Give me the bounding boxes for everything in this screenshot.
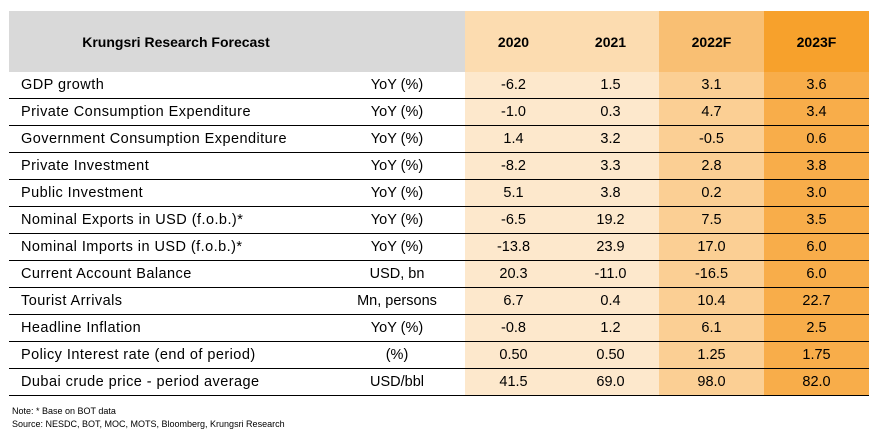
year-header-2021: 2021 bbox=[562, 11, 659, 72]
value-cell-2020: 0.50 bbox=[465, 341, 562, 369]
value-cell-2021: 3.8 bbox=[562, 179, 659, 207]
value-cell-2021: 23.9 bbox=[562, 233, 659, 261]
row-unit: YoY (%) bbox=[343, 314, 465, 342]
value-cell-2021: 3.3 bbox=[562, 152, 659, 180]
table-row: Government Consumption Expenditure YoY (%… bbox=[9, 125, 869, 153]
row-label: Policy Interest rate (end of period) bbox=[9, 341, 343, 369]
source-text: Source: NESDC, BOT, MOC, MOTS, Bloomberg… bbox=[12, 419, 285, 429]
table-row: Private Investment YoY (%) -8.2 3.3 2.8 3.8 bbox=[9, 152, 869, 180]
value-cell-2023f: 3.4 bbox=[764, 98, 869, 126]
value-cell-2022f: -16.5 bbox=[659, 260, 764, 288]
row-unit: YoY (%) bbox=[343, 206, 465, 234]
row-label: Private Consumption Expenditure bbox=[9, 98, 343, 126]
value-cell-2022f: 1.25 bbox=[659, 341, 764, 369]
row-label: Government Consumption Expenditure bbox=[9, 125, 343, 153]
value-cell-2023f: 6.0 bbox=[764, 233, 869, 261]
table-title: Krungsri Research Forecast bbox=[9, 11, 343, 72]
row-unit: YoY (%) bbox=[343, 233, 465, 261]
row-label: Tourist Arrivals bbox=[9, 287, 343, 315]
value-cell-2021: 0.50 bbox=[562, 341, 659, 369]
row-label: Private Investment bbox=[9, 152, 343, 180]
row-label: Public Investment bbox=[9, 179, 343, 207]
value-cell-2021: 1.2 bbox=[562, 314, 659, 342]
note-text: Note: * Base on BOT data bbox=[12, 406, 116, 416]
value-cell-2020: -13.8 bbox=[465, 233, 562, 261]
value-cell-2021: 19.2 bbox=[562, 206, 659, 234]
table-row: Headline Inflation YoY (%) -0.8 1.2 6.1 2.5 bbox=[9, 314, 869, 342]
row-unit: YoY (%) bbox=[343, 125, 465, 153]
value-cell-2021: 1.5 bbox=[562, 72, 659, 99]
row-label: GDP growth bbox=[9, 72, 343, 99]
table-row: Nominal Imports in USD (f.o.b.)* YoY (%) -… bbox=[9, 233, 869, 261]
value-cell-2022f: 2.8 bbox=[659, 152, 764, 180]
table-row: GDP growth YoY (%) -6.2 1.5 3.1 3.6 bbox=[9, 72, 869, 99]
value-cell-2023f: 3.0 bbox=[764, 179, 869, 207]
value-cell-2021: 3.2 bbox=[562, 125, 659, 153]
table-row: Nominal Exports in USD (f.o.b.)* YoY (%) -… bbox=[9, 206, 869, 234]
table-row: Policy Interest rate (end of period) (%) 0… bbox=[9, 341, 869, 369]
value-cell-2021: 0.4 bbox=[562, 287, 659, 315]
table-row: Dubai crude price - period average USD/bb… bbox=[9, 368, 869, 396]
row-label: Current Account Balance bbox=[9, 260, 343, 288]
value-cell-2022f: 17.0 bbox=[659, 233, 764, 261]
unit-header bbox=[343, 11, 465, 72]
value-cell-2023f: 82.0 bbox=[764, 368, 869, 396]
value-cell-2022f: 98.0 bbox=[659, 368, 764, 396]
row-unit: USD, bn bbox=[343, 260, 465, 288]
value-cell-2023f: 3.6 bbox=[764, 72, 869, 99]
forecast-table-container: Krungsri Research Forecast 2020 2021 202… bbox=[9, 11, 869, 396]
forecast-table: Krungsri Research Forecast 2020 2021 202… bbox=[9, 11, 869, 396]
row-unit: YoY (%) bbox=[343, 179, 465, 207]
value-cell-2020: 6.7 bbox=[465, 287, 562, 315]
value-cell-2023f: 6.0 bbox=[764, 260, 869, 288]
value-cell-2022f: 3.1 bbox=[659, 72, 764, 99]
row-label: Headline Inflation bbox=[9, 314, 343, 342]
value-cell-2020: 20.3 bbox=[465, 260, 562, 288]
value-cell-2023f: 1.75 bbox=[764, 341, 869, 369]
row-unit: Mn, persons bbox=[343, 287, 465, 315]
table-header-row: Krungsri Research Forecast 2020 2021 202… bbox=[9, 11, 869, 72]
table-row: Tourist Arrivals Mn, persons 6.7 0.4 10.4 22.… bbox=[9, 287, 869, 315]
table-row: Private Consumption Expenditure YoY (%) -1… bbox=[9, 98, 869, 126]
value-cell-2022f: 10.4 bbox=[659, 287, 764, 315]
row-label: Nominal Imports in USD (f.o.b.)* bbox=[9, 233, 343, 261]
row-unit: YoY (%) bbox=[343, 72, 465, 99]
value-cell-2020: -6.2 bbox=[465, 72, 562, 99]
row-unit: YoY (%) bbox=[343, 152, 465, 180]
value-cell-2020: 5.1 bbox=[465, 179, 562, 207]
value-cell-2022f: 7.5 bbox=[659, 206, 764, 234]
value-cell-2023f: 0.6 bbox=[764, 125, 869, 153]
table-row: Current Account Balance USD, bn 20.3 -11.0-… bbox=[9, 260, 869, 288]
value-cell-2021: 69.0 bbox=[562, 368, 659, 396]
value-cell-2022f: 4.7 bbox=[659, 98, 764, 126]
row-label: Dubai crude price - period average bbox=[9, 368, 343, 396]
footnotes: Note: * Base on BOT data Source: NESDC, … bbox=[12, 405, 285, 431]
value-cell-2020: -6.5 bbox=[465, 206, 562, 234]
value-cell-2020: 41.5 bbox=[465, 368, 562, 396]
row-unit: USD/bbl bbox=[343, 368, 465, 396]
value-cell-2022f: -0.5 bbox=[659, 125, 764, 153]
value-cell-2020: -0.8 bbox=[465, 314, 562, 342]
year-header-2022f: 2022F bbox=[659, 11, 764, 72]
year-header-2020: 2020 bbox=[465, 11, 562, 72]
value-cell-2023f: 2.5 bbox=[764, 314, 869, 342]
table-row: Public Investment YoY (%) 5.1 3.8 0.2 3.0 bbox=[9, 179, 869, 207]
value-cell-2020: -1.0 bbox=[465, 98, 562, 126]
value-cell-2023f: 3.8 bbox=[764, 152, 869, 180]
value-cell-2020: -8.2 bbox=[465, 152, 562, 180]
value-cell-2022f: 0.2 bbox=[659, 179, 764, 207]
value-cell-2023f: 3.5 bbox=[764, 206, 869, 234]
value-cell-2022f: 6.1 bbox=[659, 314, 764, 342]
row-unit: (%) bbox=[343, 341, 465, 369]
value-cell-2021: -11.0 bbox=[562, 260, 659, 288]
value-cell-2021: 0.3 bbox=[562, 98, 659, 126]
year-header-2023f: 2023F bbox=[764, 11, 869, 72]
value-cell-2023f: 22.7 bbox=[764, 287, 869, 315]
value-cell-2020: 1.4 bbox=[465, 125, 562, 153]
row-label: Nominal Exports in USD (f.o.b.)* bbox=[9, 206, 343, 234]
row-unit: YoY (%) bbox=[343, 98, 465, 126]
